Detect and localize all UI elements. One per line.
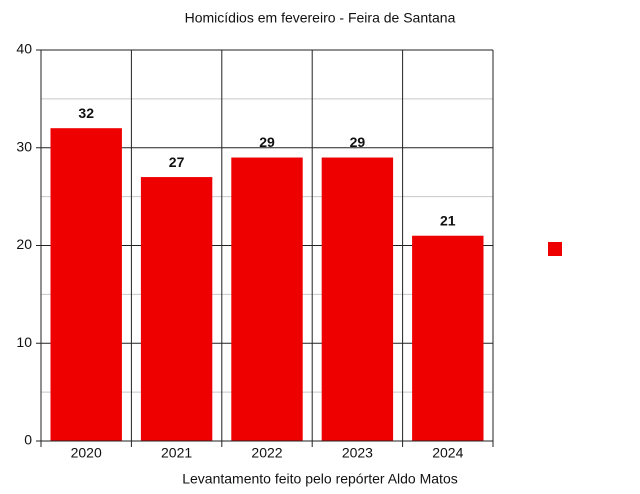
data-label: 32 <box>78 105 94 121</box>
bar <box>231 157 303 441</box>
y-tick-label: 40 <box>16 41 32 57</box>
data-label: 21 <box>440 212 456 228</box>
bar <box>140 177 213 441</box>
bar <box>412 235 484 441</box>
x-tick-label: 2024 <box>432 445 463 461</box>
x-tick-label: 2023 <box>342 445 373 461</box>
x-tick-label: 2020 <box>71 445 102 461</box>
y-tick-label: 20 <box>16 236 32 252</box>
data-label: 29 <box>259 134 275 150</box>
data-label: 27 <box>169 154 185 170</box>
y-tick-label: 10 <box>16 334 32 350</box>
data-label: 29 <box>350 134 366 150</box>
x-axis-label: Levantamento feito pelo repórter Aldo Ma… <box>182 471 458 487</box>
bar <box>50 128 122 441</box>
y-tick-label: 0 <box>24 432 32 448</box>
chart-title: Homicídios em fevereiro - Feira de Santa… <box>185 10 456 26</box>
legend-swatch <box>548 242 562 256</box>
x-tick-label: 2022 <box>251 445 282 461</box>
bar <box>321 157 394 441</box>
x-tick-label: 2021 <box>161 445 192 461</box>
y-tick-label: 30 <box>16 138 32 154</box>
